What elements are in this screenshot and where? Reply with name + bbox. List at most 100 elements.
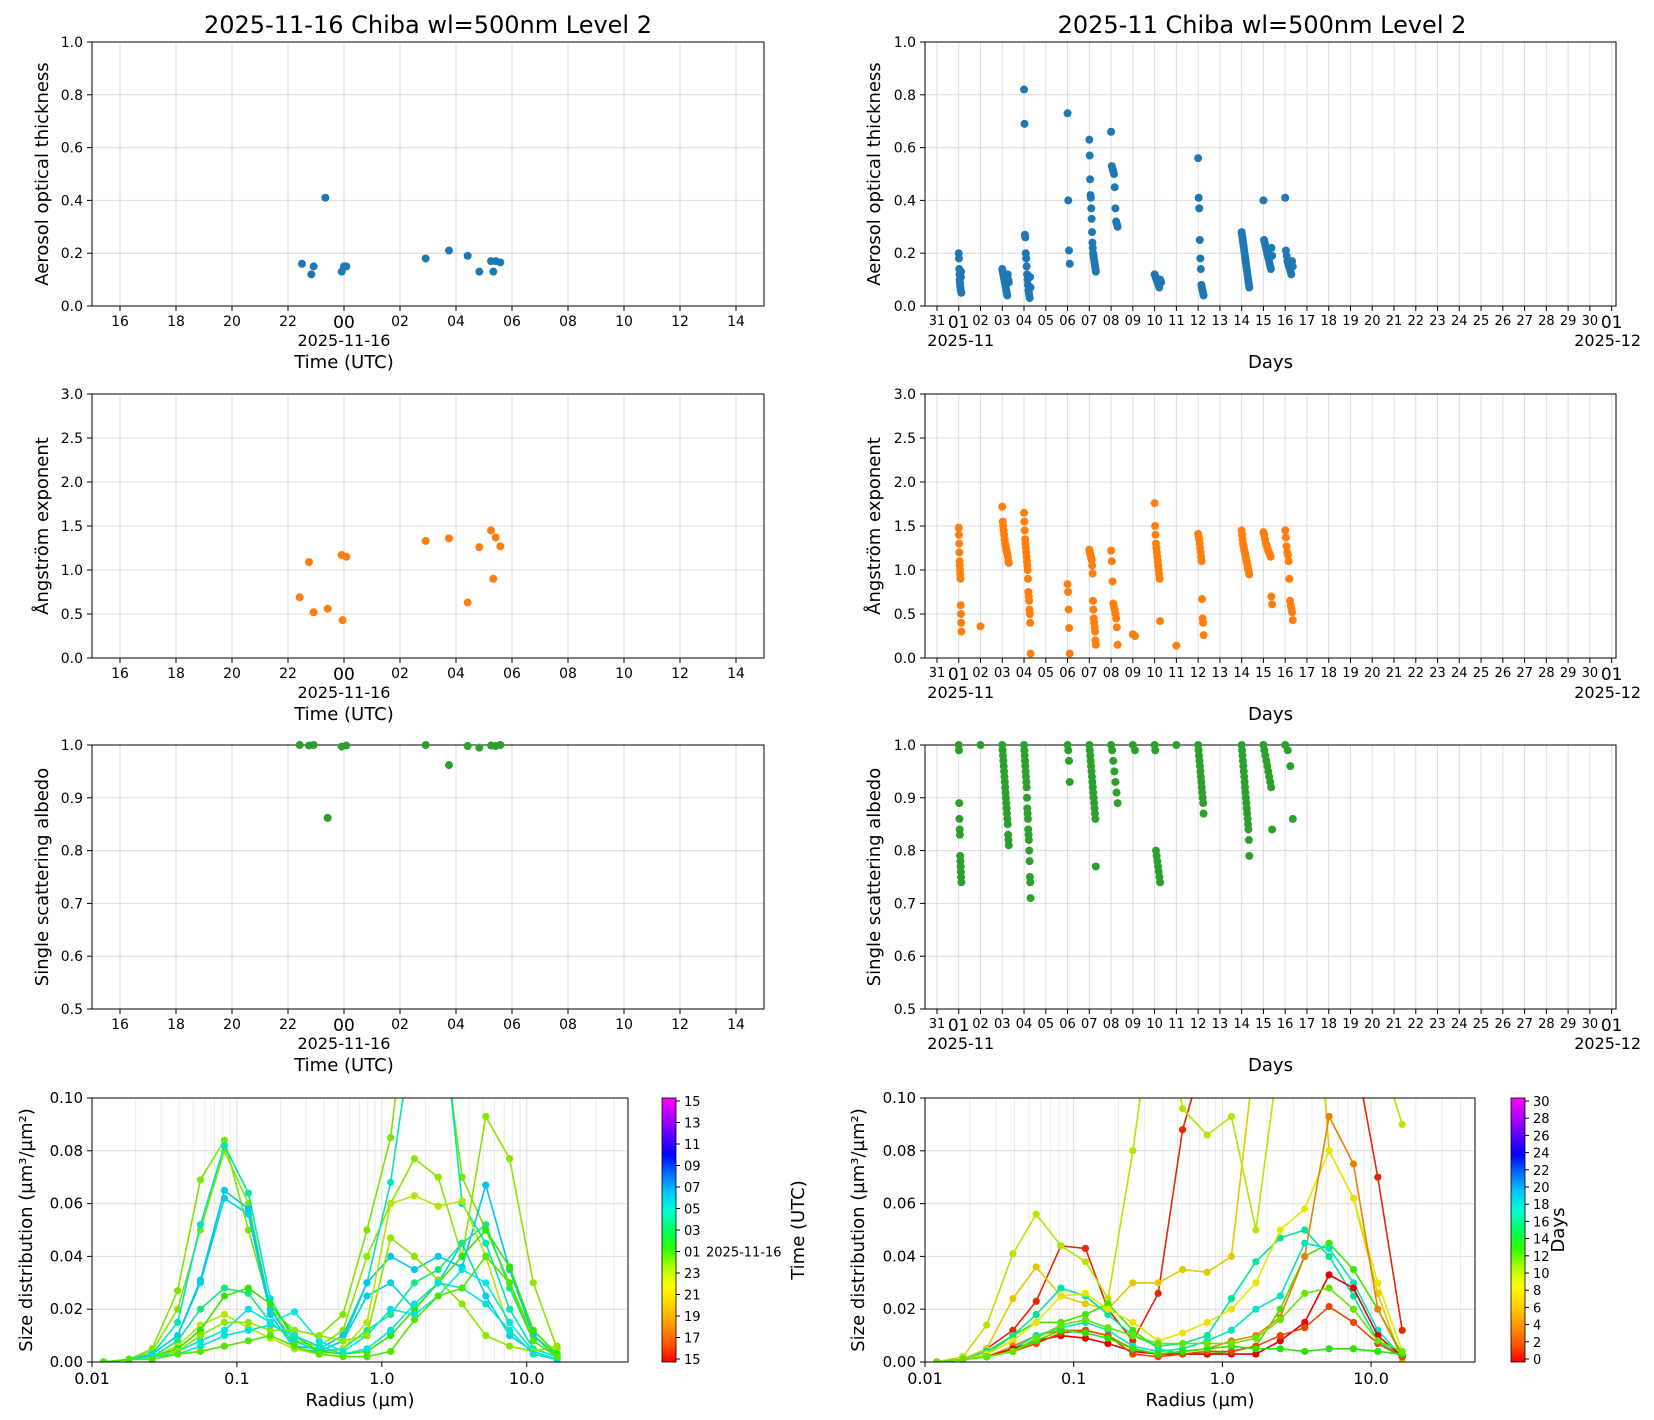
y-tick-label: 0.0 — [61, 299, 83, 315]
x-tick-label: 02 — [972, 314, 989, 329]
data-point — [1112, 614, 1121, 623]
data-point — [1088, 561, 1097, 570]
y-tick-label: 0.7 — [61, 896, 83, 912]
x-axis-label: Days — [1248, 1055, 1293, 1076]
x-tick-label: 22 — [279, 314, 297, 330]
x-tick-label: 30 — [1582, 314, 1599, 329]
y-tick-label: 0.0 — [894, 651, 916, 667]
data-point — [1245, 570, 1254, 579]
psd-data-point — [1325, 1239, 1333, 1247]
data-point — [295, 593, 304, 602]
data-point — [309, 262, 318, 271]
data-point — [1281, 193, 1290, 202]
x-tick-label: 27 — [1516, 314, 1533, 329]
data-point — [1283, 746, 1292, 755]
psd-data-point — [315, 1337, 323, 1345]
psd-data-point — [1081, 1289, 1090, 1297]
psd_monthly-frame — [924, 1097, 1476, 1363]
data-point — [1023, 566, 1032, 574]
y-tick-label: 2.5 — [894, 431, 916, 447]
psd-data-point — [339, 1310, 347, 1319]
psd-data-point — [315, 1350, 323, 1358]
data-point — [1197, 557, 1206, 566]
psd-data-point — [1081, 1334, 1090, 1342]
psd-data-point — [196, 1305, 205, 1313]
x-tick-label: 13 — [1212, 1017, 1229, 1032]
psd-data-point — [1252, 1226, 1260, 1234]
data-point — [954, 254, 963, 263]
x-tick-label: 24 — [1451, 314, 1468, 329]
x-tick-label: 06 — [503, 1017, 521, 1033]
psd-data-point — [1398, 1326, 1406, 1334]
x-tick-label: 04 — [1016, 666, 1033, 681]
x-tick-label: 00 — [333, 313, 355, 333]
data-point — [475, 543, 484, 552]
data-point — [1085, 135, 1094, 144]
psd-data-point — [1178, 1329, 1187, 1337]
data-point — [1268, 251, 1277, 260]
x-tick-label: 20 — [223, 666, 241, 682]
psd-data-point — [482, 1239, 490, 1247]
x-tick-label: 25 — [1473, 1017, 1490, 1032]
x-date-label: 2025-11-16 — [298, 331, 391, 350]
x-tick-label: 18 — [1320, 314, 1337, 329]
psd-data-point — [339, 1337, 347, 1345]
psd-series-line — [936, 1287, 1403, 1362]
data-point — [1063, 580, 1072, 589]
x-tick-label: 10.0 — [1353, 1369, 1389, 1388]
psd-data-point — [506, 1279, 514, 1287]
psd-data-point — [1252, 1305, 1260, 1313]
colorbar-tick-label: 23 — [684, 1267, 701, 1282]
psd-data-point — [410, 1155, 419, 1163]
psd-data-point — [339, 1353, 347, 1361]
data-point — [323, 604, 332, 613]
psd-data-point — [1276, 1292, 1284, 1300]
data-point — [1110, 767, 1119, 776]
data-point — [1110, 183, 1119, 192]
psd-series-line — [936, 1242, 1403, 1362]
x-tick-label: 20 — [223, 314, 241, 330]
data-point — [954, 746, 963, 755]
psd-data-point — [1252, 1334, 1260, 1342]
psd-data-point — [1325, 1284, 1333, 1292]
psd-data-point — [1301, 1205, 1309, 1213]
data-point — [1244, 836, 1253, 845]
y-axis-label: Aerosol optical thickness — [864, 62, 885, 285]
psd-data-point — [1349, 1318, 1358, 1326]
data-point — [955, 539, 964, 548]
data-point — [1085, 151, 1094, 160]
data-point — [1244, 825, 1253, 834]
psd-data-point — [1374, 1173, 1382, 1181]
data-point — [421, 536, 430, 545]
data-point — [1288, 814, 1297, 823]
psd-series-line — [936, 1098, 1403, 1362]
psd-data-point — [290, 1308, 299, 1316]
y-tick-label: 0.8 — [894, 88, 916, 104]
y-tick-label: 0.0 — [894, 299, 916, 315]
data-point — [1196, 265, 1205, 274]
x-tick-label: 16 — [1277, 314, 1294, 329]
psd-data-point — [387, 1326, 395, 1334]
psd-series-line — [103, 1255, 558, 1362]
psd-data-point — [174, 1350, 182, 1358]
psd-data-point — [196, 1279, 205, 1287]
y-axis-label: Ångström exponent — [31, 437, 53, 615]
data-point — [1020, 119, 1029, 128]
psd-data-point — [434, 1173, 442, 1181]
x-tick-label: 14 — [727, 666, 745, 682]
data-point — [956, 610, 965, 618]
x-tick-label: 0.01 — [74, 1369, 110, 1388]
colorbar-label: Days — [1548, 1208, 1569, 1253]
data-point — [1267, 243, 1276, 252]
psd-data-point — [1154, 1289, 1162, 1297]
psd-data-point — [1301, 1347, 1309, 1356]
colorbar-tick-label: 8 — [1533, 1284, 1541, 1299]
psd-data-point — [1104, 1334, 1112, 1342]
ssa_monthly-frame — [924, 744, 1617, 1010]
data-point — [954, 523, 963, 532]
y-tick-label: 0.4 — [61, 193, 83, 209]
psd-data-point — [1252, 1042, 1259, 1049]
psd-data-point — [1325, 1345, 1333, 1353]
data-point — [342, 262, 351, 271]
data-point — [1025, 846, 1034, 855]
